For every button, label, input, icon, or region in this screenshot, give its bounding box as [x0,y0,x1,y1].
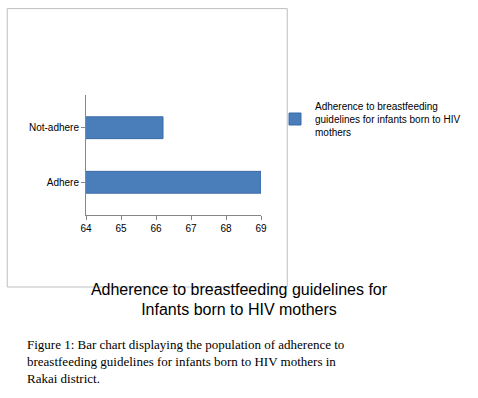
svg-text:67: 67 [185,223,197,234]
svg-text:Adherence to breastfeedingguid: Adherence to breastfeedingguidelines for… [315,101,460,138]
svg-text:66: 66 [150,223,162,234]
svg-text:69: 69 [255,223,267,234]
svg-text:Adhere: Adhere [47,177,80,188]
svg-text:68: 68 [220,223,232,234]
svg-text:Adherence to breastfeeding gui: Adherence to breastfeeding guidelines fo… [91,281,388,319]
svg-text:Not-adhere: Not-adhere [29,122,79,133]
svg-text:65: 65 [115,223,127,234]
svg-text:64: 64 [80,223,92,234]
svg-text:Figure 1: Bar chart displaying: Figure 1: Bar chart displaying the popul… [27,337,344,386]
